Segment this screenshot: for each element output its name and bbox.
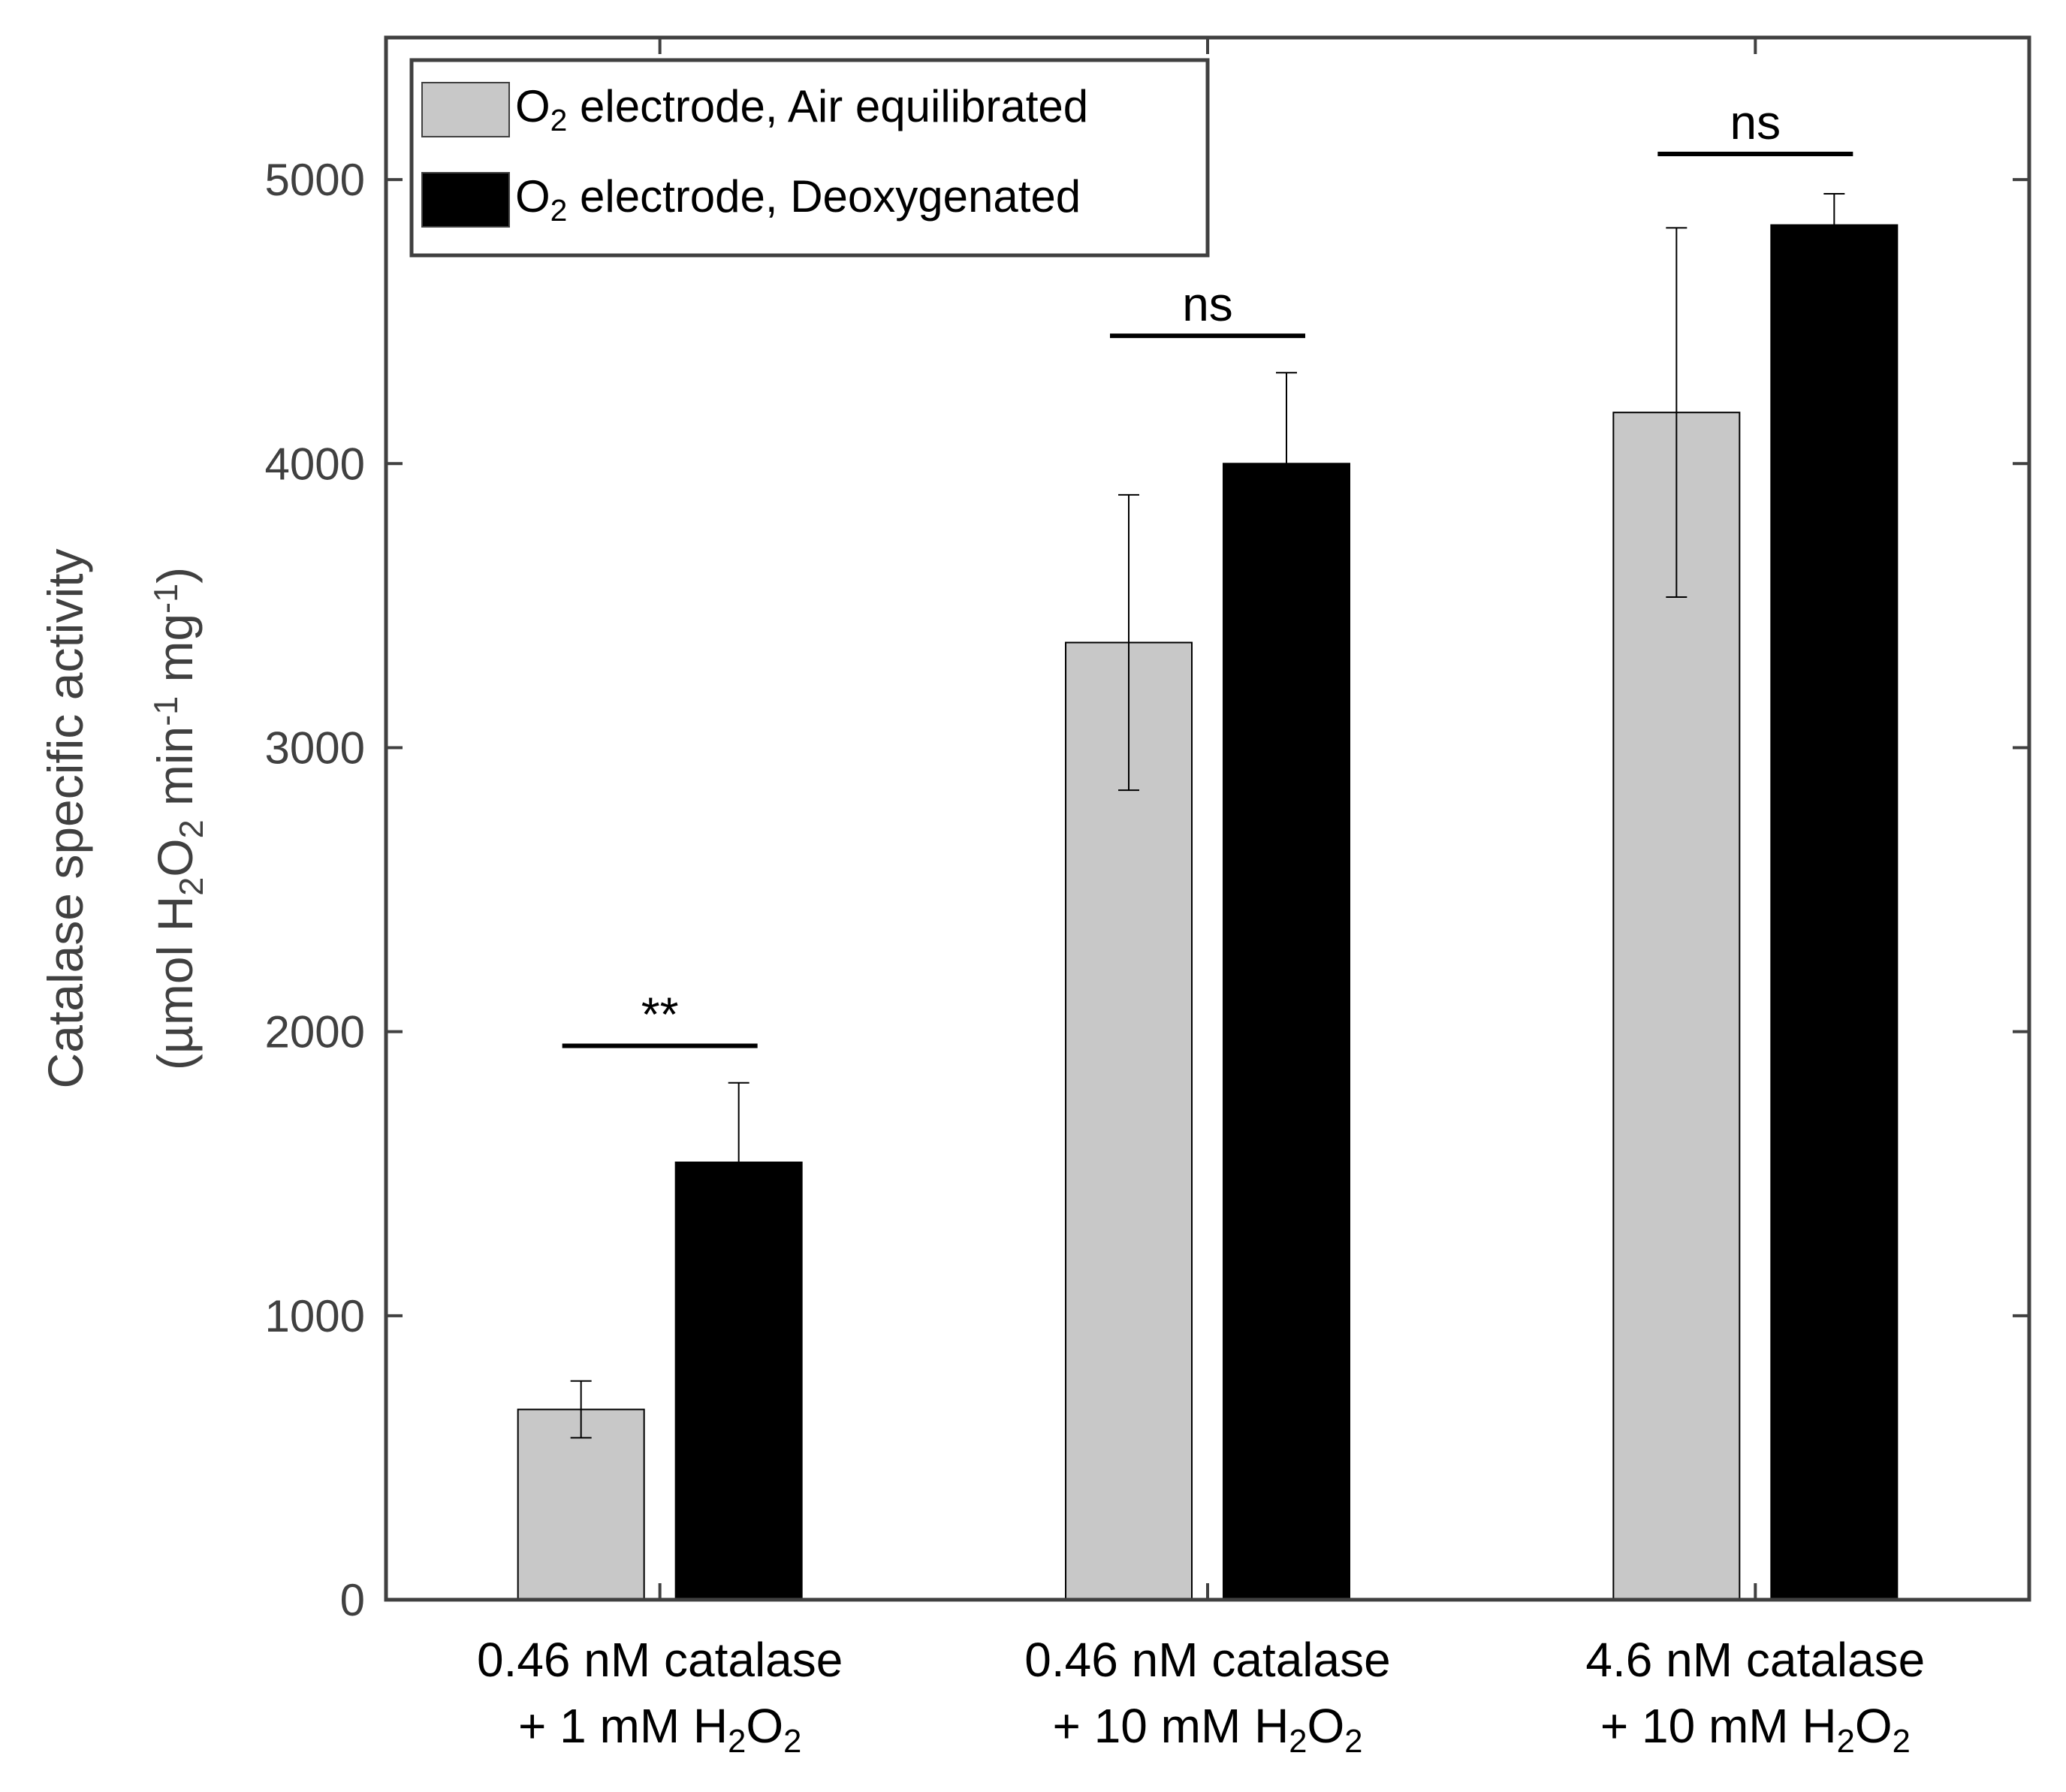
bar-series2-cat2 [1223,463,1350,1600]
significance-label-2: ns [1182,277,1233,331]
legend-swatch-2 [421,172,510,228]
y-axis-label-line2: (µmol H2O2 min-1 mg-1) [146,567,210,1070]
y-tick-label-1000: 1000 [265,1291,365,1341]
significance-label-1: ** [641,988,679,1042]
y-tick-label-3000: 3000 [265,723,365,773]
y-tick-label-4000: 4000 [265,439,365,489]
significance-label-3: ns [1730,95,1781,149]
x-category-label-2-line2: + 10 mM H2O2 [1053,1699,1363,1760]
bar-series1-cat1 [517,1408,645,1600]
bar-series1-cat3 [1612,412,1741,1601]
legend-label-1: O2 electrode, Air equilibrated [515,81,1088,137]
x-category-label-1-line2: + 1 mM H2O2 [518,1699,801,1760]
x-category-label-3-line2: + 10 mM H2O2 [1600,1699,1911,1760]
y-tick-label-0: 0 [340,1575,365,1625]
x-category-label-3-line1: 4.6 nM catalase [1585,1633,1925,1687]
y-tick-label-5000: 5000 [265,155,365,205]
legend-box [409,58,1210,258]
y-tick-label-2000: 2000 [265,1007,365,1057]
x-category-label-2-line1: 0.46 nM catalase [1024,1633,1390,1687]
y-axis-label-line1: Catalase specific activity [38,549,93,1089]
legend-swatch-1 [421,82,510,137]
bar-series2-cat3 [1770,224,1899,1601]
x-category-label-1-line1: 0.46 nM catalase [477,1633,843,1687]
legend-label-2: O2 electrode, Deoxygenated [515,171,1081,228]
